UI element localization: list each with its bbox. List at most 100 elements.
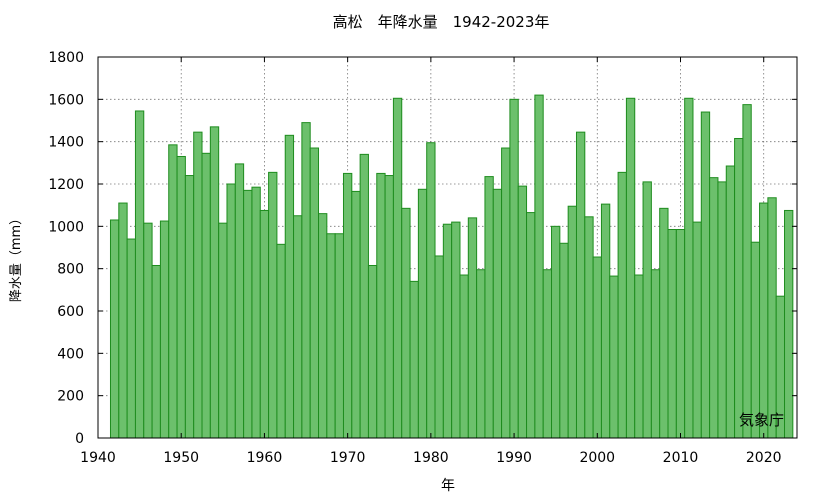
x-tick-label: 1990 xyxy=(496,450,532,466)
bar xyxy=(675,229,686,439)
bar xyxy=(742,104,752,439)
x-tick-label: 2010 xyxy=(663,450,699,466)
bar xyxy=(492,188,503,439)
y-tick-label: 1600 xyxy=(48,92,84,108)
bar xyxy=(143,222,153,439)
bar xyxy=(767,197,777,439)
y-axis-label: 降水量（mm） xyxy=(9,212,24,302)
bar xyxy=(417,188,428,439)
bar xyxy=(467,217,478,439)
bar xyxy=(392,97,403,439)
bar xyxy=(384,175,394,439)
bar xyxy=(293,215,303,439)
bar xyxy=(234,163,245,439)
bar xyxy=(434,255,444,439)
bar xyxy=(259,209,270,439)
bar xyxy=(759,202,769,439)
bar xyxy=(351,190,361,439)
bar xyxy=(575,131,586,439)
y-tick-label: 200 xyxy=(57,389,84,405)
bar xyxy=(526,212,536,439)
bar xyxy=(559,242,569,439)
bar xyxy=(517,185,528,439)
bar xyxy=(409,280,419,439)
x-axis: 1940 1950 1960 1970 1980 1990 2000 2010 2020 xyxy=(80,57,782,466)
y-tick-label: 1200 xyxy=(48,177,84,193)
bar xyxy=(642,181,652,439)
bar xyxy=(659,207,669,439)
bar xyxy=(451,221,461,439)
bar xyxy=(592,256,602,439)
bar xyxy=(218,222,228,439)
bar xyxy=(700,111,711,439)
x-tick-label: 2020 xyxy=(746,450,782,466)
bar xyxy=(176,155,186,439)
y-tick-label: 400 xyxy=(57,346,84,362)
bar xyxy=(625,97,636,439)
x-tick-label: 2000 xyxy=(579,450,615,466)
bar xyxy=(151,264,161,439)
bar xyxy=(109,219,120,439)
bar xyxy=(784,209,794,439)
plot-frame xyxy=(97,56,798,439)
x-axis-label: 年 xyxy=(441,478,455,494)
bar xyxy=(734,137,744,439)
y-tick-label: 600 xyxy=(57,304,84,320)
bar xyxy=(692,221,702,439)
bar xyxy=(118,202,128,439)
bar-series xyxy=(109,94,794,439)
y-tick-label: 1000 xyxy=(48,219,84,235)
bar xyxy=(551,225,561,439)
bar xyxy=(600,203,611,439)
x-tick-label: 1950 xyxy=(163,450,199,466)
bar xyxy=(251,186,261,439)
bar xyxy=(318,213,328,439)
bar xyxy=(750,241,761,439)
bar xyxy=(542,269,553,439)
bar xyxy=(584,216,594,439)
y-tick-label: 1400 xyxy=(48,135,84,151)
bar xyxy=(301,122,311,439)
bar xyxy=(159,220,170,439)
bar xyxy=(134,110,145,439)
bar xyxy=(484,176,494,439)
y-tick-label: 1800 xyxy=(48,50,84,66)
bar xyxy=(376,172,386,439)
bar xyxy=(168,144,178,439)
x-tick-label: 1940 xyxy=(80,450,116,466)
bar xyxy=(359,153,369,439)
bar xyxy=(284,134,295,439)
y-tick-label: 800 xyxy=(57,262,84,278)
bar xyxy=(226,183,236,439)
bar xyxy=(684,97,694,439)
x-tick-label: 1970 xyxy=(330,450,366,466)
x-tick-label: 1980 xyxy=(413,450,449,466)
bar xyxy=(634,274,644,439)
bar xyxy=(268,171,278,439)
bar xyxy=(209,126,220,439)
bar xyxy=(609,275,619,439)
bar xyxy=(367,264,378,439)
bar xyxy=(650,269,661,439)
bar xyxy=(201,152,211,439)
bar xyxy=(709,177,719,439)
bar xyxy=(501,147,511,439)
bar xyxy=(243,189,253,439)
bar xyxy=(126,238,136,439)
bar xyxy=(184,175,195,439)
bar xyxy=(509,98,519,439)
x-tick-label: 1960 xyxy=(247,450,283,466)
y-axis: 0 200 400 600 800 1000 1200 1400 1600 1800 xyxy=(48,50,797,447)
bar xyxy=(334,233,344,439)
chart-title: 高松 年降水量 1942-2023年 xyxy=(333,13,550,31)
bar xyxy=(426,142,436,439)
bar xyxy=(476,269,486,439)
bar xyxy=(459,274,469,439)
bar xyxy=(717,181,727,439)
bar xyxy=(401,207,411,439)
bar xyxy=(193,131,203,439)
bar xyxy=(442,223,453,439)
bar xyxy=(725,165,736,439)
